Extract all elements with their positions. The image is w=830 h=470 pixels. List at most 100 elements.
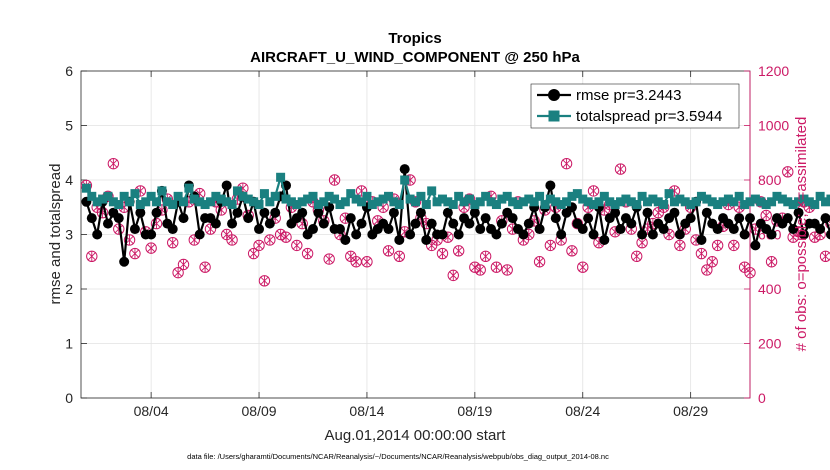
obs-assimilated-point bbox=[448, 270, 458, 281]
y2-tick-label: 200 bbox=[758, 336, 782, 352]
spread-point bbox=[92, 197, 102, 207]
spread-point bbox=[378, 194, 388, 204]
rmse-point bbox=[399, 164, 410, 175]
obs-possible-point bbox=[501, 264, 513, 276]
rmse-point bbox=[674, 229, 685, 240]
obs-assimilated-point bbox=[303, 248, 312, 259]
rmse-point bbox=[739, 229, 750, 240]
spread-point bbox=[556, 200, 566, 210]
obs-possible-point bbox=[291, 239, 303, 252]
spread-point bbox=[616, 197, 626, 207]
rmse-point bbox=[421, 234, 432, 245]
spread-point bbox=[815, 191, 825, 201]
rmse-point bbox=[793, 207, 804, 218]
obs-possible-point bbox=[172, 266, 184, 279]
obs-assimilated-point bbox=[454, 245, 463, 256]
obs-possible-point bbox=[614, 163, 627, 175]
spread-point bbox=[330, 194, 340, 204]
rmse-point bbox=[86, 213, 97, 224]
spread-point bbox=[605, 197, 615, 207]
obs-possible-point bbox=[819, 250, 830, 262]
obs-possible-point bbox=[765, 256, 778, 268]
y2-tick-label: 400 bbox=[758, 281, 782, 297]
spread-point bbox=[551, 197, 561, 207]
spread-point bbox=[470, 200, 480, 210]
obs-possible-point bbox=[711, 239, 724, 252]
rmse-point bbox=[264, 218, 275, 229]
obs-assimilated-point bbox=[254, 240, 264, 251]
obs-assimilated-point bbox=[292, 240, 302, 251]
spread-point bbox=[572, 189, 582, 199]
spread-point bbox=[416, 191, 426, 201]
spread-point bbox=[696, 191, 706, 201]
rmse-point bbox=[669, 207, 680, 218]
rmse-point bbox=[550, 213, 561, 224]
spread-point bbox=[653, 197, 663, 207]
spread-point bbox=[351, 194, 361, 204]
spread-point bbox=[222, 197, 232, 207]
spread-point bbox=[794, 197, 804, 207]
obs-possible-point bbox=[744, 266, 756, 279]
rmse-point bbox=[243, 213, 254, 224]
rmse-point bbox=[475, 224, 486, 235]
rmse-point bbox=[745, 213, 755, 224]
spread-point bbox=[308, 191, 318, 201]
obs-assimilated-point bbox=[130, 248, 140, 259]
spread-point bbox=[562, 197, 572, 207]
obs-possible-point bbox=[701, 264, 713, 276]
spread-point bbox=[297, 197, 307, 207]
spread-point bbox=[125, 197, 135, 207]
obs-possible-point bbox=[167, 236, 179, 249]
spread-point bbox=[265, 197, 275, 207]
rmse-point bbox=[728, 224, 739, 235]
rmse-point bbox=[351, 229, 362, 240]
spread-point bbox=[292, 200, 302, 210]
spread-point bbox=[87, 191, 97, 201]
spread-point bbox=[254, 200, 264, 210]
rmse-point bbox=[227, 218, 238, 229]
spread-point bbox=[411, 197, 420, 207]
obs-assimilated-point bbox=[265, 234, 275, 245]
obs-assimilated-point bbox=[438, 248, 447, 259]
obs-possible-point bbox=[577, 261, 589, 273]
spread-point bbox=[130, 189, 140, 199]
spread-point bbox=[427, 186, 437, 196]
obs-possible-point bbox=[199, 261, 211, 273]
obs-assimilated-point bbox=[821, 251, 830, 262]
spread-point bbox=[621, 194, 631, 204]
rmse-point bbox=[599, 234, 610, 245]
spread-point bbox=[227, 200, 237, 210]
spread-point bbox=[443, 197, 453, 207]
rmse-point bbox=[464, 218, 475, 229]
rmse-point bbox=[750, 240, 761, 251]
spread-point bbox=[664, 189, 674, 199]
y2-tick-label: 0 bbox=[758, 390, 766, 406]
obs-possible-point bbox=[328, 174, 341, 186]
x-tick-label: 08/14 bbox=[349, 403, 384, 419]
spread-point bbox=[675, 194, 685, 204]
spread-point bbox=[632, 200, 642, 210]
obs-assimilated-point bbox=[109, 158, 118, 169]
spread-point bbox=[589, 200, 599, 210]
obs-assimilated-point bbox=[632, 251, 642, 262]
y-tick-label: 6 bbox=[65, 63, 73, 79]
obs-possible-point bbox=[226, 234, 238, 246]
x-tick-label: 08/04 bbox=[134, 403, 169, 419]
obs-assimilated-point bbox=[481, 251, 490, 262]
obs-possible-point bbox=[447, 269, 459, 282]
spread-point bbox=[319, 197, 329, 207]
obs-possible-point bbox=[296, 217, 308, 230]
rmse-point bbox=[313, 207, 324, 218]
spread-point bbox=[702, 194, 712, 204]
spread-point bbox=[529, 197, 539, 207]
spread-point bbox=[459, 197, 469, 207]
obs-possible-point bbox=[188, 234, 200, 246]
rmse-point bbox=[135, 207, 146, 218]
spread-point bbox=[259, 189, 269, 199]
spread-point bbox=[756, 197, 766, 207]
spread-point bbox=[669, 197, 679, 207]
x-tick-label: 08/24 bbox=[565, 403, 600, 419]
obs-possible-point bbox=[301, 247, 314, 260]
spread-point bbox=[740, 200, 750, 210]
spread-point bbox=[141, 197, 151, 207]
